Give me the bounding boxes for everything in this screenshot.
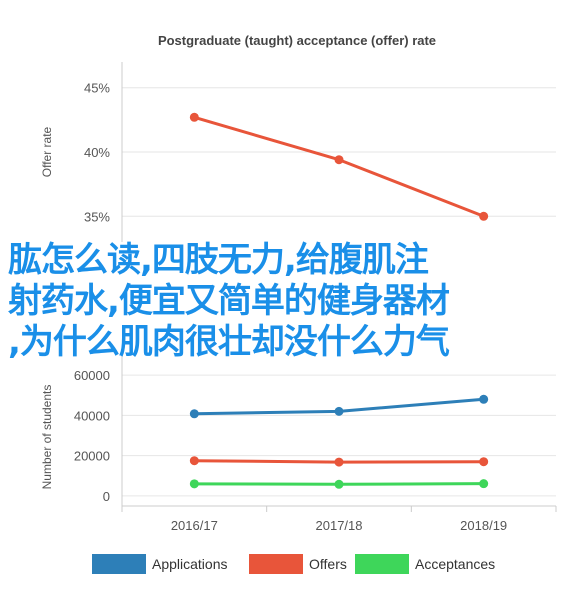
overlay-line-2: 射药水,便宜又简单的健身器材: [8, 281, 450, 321]
data-point: [334, 457, 344, 467]
data-point: [189, 456, 199, 466]
x-tick-label: 2018/19: [460, 518, 507, 533]
student-numbers-chart: 60000 40000 20000 0 2016/17 2017/18 2018/19: [74, 355, 557, 533]
y-tick-label: 60000: [74, 368, 110, 383]
y-tick-label: 40000: [74, 408, 110, 423]
y-tick-label: 20000: [74, 449, 110, 464]
overlay-line-3: ,为什么肌肉很壮却没什么力气: [8, 322, 450, 362]
legend-label: Acceptances: [415, 556, 495, 572]
data-point: [334, 479, 344, 489]
x-tick-label: 2016/17: [171, 518, 218, 533]
data-point: [479, 479, 489, 489]
legend-label: Offers: [309, 556, 347, 572]
y-axis-label: Offer rate: [40, 126, 54, 177]
x-tick-label: 2017/18: [316, 518, 363, 533]
y-axis-label: Number of students: [40, 385, 54, 490]
y-tick-label: 0: [103, 489, 110, 504]
y-tick-label: 45%: [84, 81, 110, 96]
y-tick-label: 35%: [84, 209, 110, 224]
data-point: [189, 409, 199, 419]
data-point: [334, 155, 344, 165]
y-tick-label: 40%: [84, 145, 110, 160]
legend-swatch: [355, 554, 409, 574]
legend-swatch: [92, 554, 146, 574]
series-line: [193, 115, 485, 218]
data-point: [479, 394, 489, 404]
overlay-line-1: 肱怎么读,四肢无力,给腹肌注: [8, 240, 429, 280]
data-point: [479, 457, 489, 467]
watermark-overlay-text: 肱怎么读,四肢无力,给腹肌注 射药水,便宜又简单的健身器材 ,为什么肌肉很壮却没…: [8, 240, 578, 363]
data-point: [479, 211, 489, 221]
legend: Applications Offers Acceptances: [92, 554, 495, 574]
data-point: [334, 406, 344, 416]
offer-rate-chart: 45% 40% 35%: [84, 62, 556, 242]
chart-title: Postgraduate (taught) acceptance (offer)…: [158, 33, 436, 48]
legend-label: Applications: [152, 556, 228, 572]
data-point: [189, 479, 199, 489]
data-point: [189, 112, 199, 122]
legend-swatch: [249, 554, 303, 574]
